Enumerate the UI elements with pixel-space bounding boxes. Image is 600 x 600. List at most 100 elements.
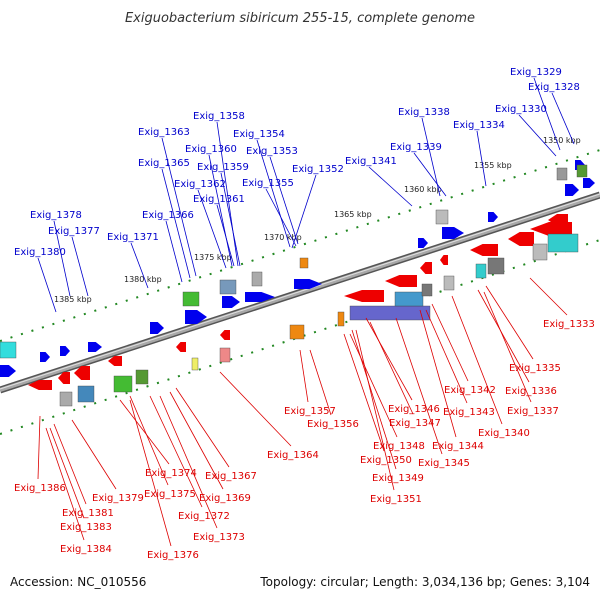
scale-label: 1370 kbp [264,233,302,242]
gene-label-reverse[interactable]: Exig_1345 [418,458,470,469]
gene-label-reverse[interactable]: Exig_1333 [543,319,595,330]
label-connector [299,349,309,403]
gene-labels: Exig_1329Exig_1328Exig_1330Exig_1338Exig… [14,67,595,561]
gene-label-reverse[interactable]: Exig_1369 [199,493,251,504]
reverse-feature [532,243,548,261]
gene-label-reverse[interactable]: Exig_1375 [144,489,196,500]
gene-label-forward[interactable]: Exig_1358 [193,111,245,122]
label-connector [37,415,41,480]
gene-label-forward[interactable]: Exig_1352 [292,164,344,175]
gene-label-forward[interactable]: Exig_1366 [142,210,194,221]
gene-label-forward[interactable]: Exig_1361 [193,194,245,205]
label-connector [431,303,469,382]
label-connector [355,329,395,491]
gene-label-reverse[interactable]: Exig_1384 [60,544,112,555]
label-connector [159,395,218,529]
gene-label-forward[interactable]: Exig_1354 [233,129,285,140]
label-connector [216,204,235,267]
gene-label-forward[interactable]: Exig_1355 [242,178,294,189]
gene-label-reverse[interactable]: Exig_1364 [267,450,319,461]
gene-label-reverse[interactable]: Exig_1383 [60,522,112,533]
reverse-feature [219,347,231,363]
reverse-feature [77,385,95,403]
gene-label-reverse[interactable]: Exig_1340 [478,428,530,439]
forward-gene [222,296,240,308]
gene-label-reverse[interactable]: Exig_1356 [307,419,359,430]
label-connector [533,77,561,151]
label-connector [71,419,117,490]
gene-label-reverse[interactable]: Exig_1342 [444,385,496,396]
gene-label-reverse[interactable]: Exig_1343 [443,407,495,418]
label-connector [129,399,172,547]
reverse-feature [421,283,433,297]
forward-gene [40,352,50,362]
gene-label-reverse[interactable]: Exig_1386 [14,483,66,494]
forward-feature [556,167,568,181]
gene-label-forward[interactable]: Exig_1338 [398,107,450,118]
forward-gene [0,365,16,377]
gene-label-reverse[interactable]: Exig_1348 [373,441,425,452]
gene-label-forward[interactable]: Exig_1353 [246,146,298,157]
gene-label-reverse[interactable]: Exig_1379 [92,493,144,504]
gene-label-reverse[interactable]: Exig_1357 [284,406,336,417]
label-connector [265,188,297,247]
gene-label-forward[interactable]: Exig_1359 [197,162,249,173]
reverse-feature [113,375,133,393]
gene-label-forward[interactable]: Exig_1378 [30,210,82,221]
gene-label-reverse[interactable]: Exig_1335 [509,363,561,374]
gene-label-forward[interactable]: Exig_1362 [174,179,226,190]
forward-gene [488,212,498,222]
gene-label-forward[interactable]: Exig_1377 [48,226,100,237]
forward-track [0,149,600,342]
gene-label-forward[interactable]: Exig_1365 [138,158,190,169]
gene-label-reverse[interactable]: Exig_1381 [62,508,114,519]
label-connector [175,387,230,468]
reverse-feature [443,275,455,291]
label-connector [53,423,87,505]
gene-label-reverse[interactable]: Exig_1372 [178,511,230,522]
label-connector [269,156,299,245]
label-connector [45,427,85,541]
gene-label-reverse[interactable]: Exig_1336 [505,386,557,397]
label-connector [485,285,534,360]
gene-label-reverse[interactable]: Exig_1347 [389,418,441,429]
gene-label-reverse[interactable]: Exig_1349 [372,473,424,484]
reverse-feature [547,233,579,253]
gene-label-reverse[interactable]: Exig_1373 [193,532,245,543]
gene-label-forward[interactable]: Exig_1341 [345,156,397,167]
label-connector [291,174,317,249]
map-title: Exiguobacterium sibiricum 255-15, comple… [125,11,475,26]
gene-label-reverse[interactable]: Exig_1367 [205,471,257,482]
gene-label-reverse[interactable]: Exig_1376 [147,550,199,561]
gene-label-forward[interactable]: Exig_1380 [14,247,66,258]
reverse-gene [344,290,384,302]
gene-label-reverse[interactable]: Exig_1346 [388,404,440,415]
gene-label-forward[interactable]: Exig_1360 [185,144,237,155]
gene-label-forward[interactable]: Exig_1328 [528,82,580,93]
forward-feature [251,271,263,287]
reverse-feature [191,357,199,371]
gene-label-reverse[interactable]: Exig_1337 [507,406,559,417]
gene-label-reverse[interactable]: Exig_1344 [432,441,484,452]
label-connector [37,257,57,313]
gene-label-forward[interactable]: Exig_1334 [453,120,505,131]
gene-label-reverse[interactable]: Exig_1351 [370,494,422,505]
forward-feature [219,279,237,295]
label-connector [518,114,557,157]
label-connector [161,168,191,279]
gene-label-forward[interactable]: Exig_1329 [510,67,562,78]
gene-label-forward[interactable]: Exig_1371 [107,232,159,243]
reverse-gene [508,232,534,246]
forward-gene [418,238,428,248]
gene-label-reverse[interactable]: Exig_1374 [145,468,197,479]
reverse-gene [440,255,448,265]
gene-label-forward[interactable]: Exig_1330 [495,104,547,115]
gene-label-forward[interactable]: Exig_1363 [138,127,190,138]
label-connector [53,220,71,297]
gene-label-forward[interactable]: Exig_1339 [390,142,442,153]
forward-feature [0,341,17,359]
reverse-feature [337,311,345,327]
gene-label-reverse[interactable]: Exig_1350 [360,455,412,466]
